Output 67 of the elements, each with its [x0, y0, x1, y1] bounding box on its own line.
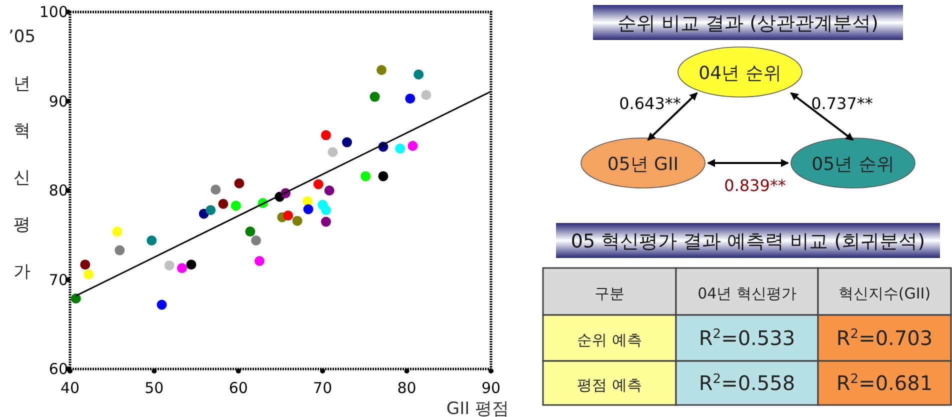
text: 0.737**: [811, 94, 873, 113]
x-tick-label: 50: [144, 379, 164, 397]
category-label: 평점 예측: [577, 376, 642, 394]
text: ’05년혁신평가: [8, 27, 36, 282]
point: [324, 186, 334, 196]
point: [186, 260, 196, 270]
point: [84, 269, 94, 280]
point: [80, 260, 90, 270]
category-label: 05년 GII: [607, 154, 679, 175]
point: [146, 235, 157, 246]
point: [395, 144, 406, 154]
point: [303, 204, 314, 214]
point: [210, 184, 221, 195]
point: [320, 205, 331, 216]
point: [360, 171, 371, 182]
y-tick-label: 100: [39, 3, 68, 21]
x-tick-label: 80: [397, 379, 416, 397]
point: [320, 216, 331, 227]
text: R$^{2}$=0.558: [698, 371, 796, 395]
point: [206, 205, 216, 216]
point: [70, 293, 81, 304]
y-tick-label: 90: [48, 92, 68, 110]
point: [245, 226, 256, 237]
text: 구분: [594, 284, 624, 302]
x-tick-label: 40: [60, 379, 80, 397]
category-label: 혁신지수(GII): [838, 284, 931, 302]
y-tick-label: 70: [48, 270, 68, 289]
x-tick-label: 90: [481, 379, 501, 397]
x-axis-title: GII 평점: [446, 399, 509, 417]
point: [114, 245, 125, 256]
point: [234, 178, 244, 188]
y-tick-label: 80: [48, 182, 68, 200]
category-label: 05년 순위: [812, 154, 894, 175]
point: [254, 256, 264, 266]
point: [370, 92, 380, 102]
point: [313, 179, 324, 190]
x-tick-label: 70: [313, 379, 332, 397]
text: 05 혁신평가 결과 예측력 비교 (회귀분석): [570, 230, 926, 252]
point: [414, 69, 424, 80]
point: [408, 140, 418, 151]
point: [405, 94, 416, 104]
point: [176, 263, 187, 274]
point: [112, 226, 122, 237]
point: [421, 90, 432, 100]
category-label: 04년 혁신평가: [698, 284, 796, 302]
x-tick-label: 60: [228, 379, 248, 397]
point: [218, 198, 228, 209]
text: 순위 비교 결과 (상관관계분석): [618, 12, 878, 34]
point: [342, 137, 352, 148]
text: R$^{2}$=0.703: [836, 326, 933, 350]
category-label: 04년 순위: [698, 63, 782, 84]
text: 0.839**: [724, 176, 786, 195]
point: [164, 260, 174, 270]
point: [292, 216, 302, 226]
point: [230, 200, 241, 211]
category-label: 순위 예측: [577, 331, 642, 349]
text: R$^{2}$=0.533: [698, 326, 796, 350]
point: [378, 171, 388, 182]
text: R$^{2}$=0.681: [836, 371, 933, 395]
point: [376, 65, 387, 76]
point: [320, 130, 331, 140]
point: [328, 147, 338, 158]
point: [251, 235, 262, 246]
point: [156, 300, 167, 310]
y-tick-label: 60: [48, 360, 68, 378]
point: [283, 210, 294, 220]
text: 0.643**: [619, 94, 681, 113]
